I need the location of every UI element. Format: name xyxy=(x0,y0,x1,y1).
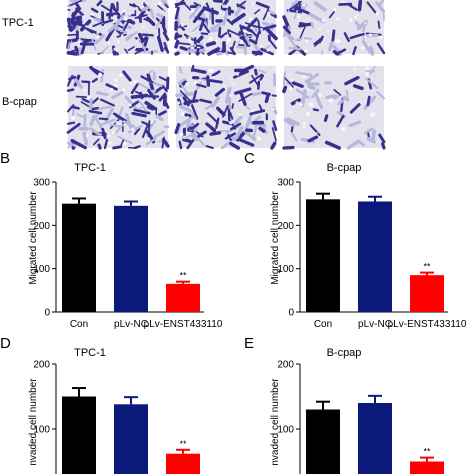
bar xyxy=(410,461,444,474)
y-axis-label: nvaded cell number xyxy=(28,378,39,466)
y-tick-label: 100 xyxy=(33,264,50,275)
micrograph-row-label-2: B-cpap xyxy=(2,96,37,108)
bar xyxy=(114,404,148,474)
chart-title: TPC-1 xyxy=(74,347,106,359)
micrograph-tiles xyxy=(66,0,386,150)
y-axis-label: Migrated cell number xyxy=(270,191,281,285)
panel-letter-b: B xyxy=(0,150,10,167)
y-tick-label: 200 xyxy=(33,221,50,232)
chart-invasion-bcpap: B-cpap nvaded cell number 100 200 ** xyxy=(270,347,444,474)
y-tick-label: 100 xyxy=(277,264,294,275)
y-tick-label: 0 xyxy=(44,308,50,319)
micrograph-tile xyxy=(66,0,170,56)
category-label: pLv-NC xyxy=(114,319,148,330)
y-tick-label: 200 xyxy=(33,360,50,371)
bar xyxy=(410,275,444,312)
chart-invasion-tpc1: TPC-1 nvaded cell number 100 200 ** xyxy=(28,347,200,474)
micrograph-tile xyxy=(282,0,386,56)
chart-migration-bcpap: B-cpap Migrated cell number 0 100 200 300 Co… xyxy=(270,162,467,330)
category-label: pLv-ENST433110 xyxy=(388,319,467,330)
y-tick-label: 0 xyxy=(288,308,294,319)
micrograph-panel: TPC-1 B-cpap xyxy=(2,0,386,150)
significance-marker: ** xyxy=(423,262,431,272)
y-tick-label: 300 xyxy=(277,178,294,189)
panel-letter-e: E xyxy=(244,335,254,352)
category-label: Con xyxy=(314,319,332,330)
y-tick-label: 300 xyxy=(33,178,50,189)
y-tick-label: 100 xyxy=(33,425,50,436)
chart-title: TPC-1 xyxy=(74,162,106,174)
micrograph-tile xyxy=(66,65,170,150)
bar xyxy=(358,403,392,474)
significance-marker: ** xyxy=(423,447,431,457)
bar xyxy=(306,409,340,474)
y-tick-label: 200 xyxy=(277,360,294,371)
significance-marker: ** xyxy=(179,439,187,449)
chart-title: B-cpap xyxy=(327,162,362,174)
y-axis-label: nvaded cell number xyxy=(270,378,281,466)
y-tick-label: 200 xyxy=(277,221,294,232)
micrograph-tile xyxy=(282,65,386,150)
significance-marker: ** xyxy=(179,271,187,281)
panel-letter-c: C xyxy=(244,150,255,167)
bar xyxy=(358,201,392,312)
chart-migration-tpc1: TPC-1 Migrated cell number 0 100 200 300 Con… xyxy=(28,162,223,330)
bar xyxy=(306,199,340,312)
bar xyxy=(166,453,200,474)
y-axis-label: Migrated cell number xyxy=(28,191,39,285)
micrograph-tile xyxy=(174,0,278,56)
category-label: pLv-NC xyxy=(358,319,392,330)
panel-letter-d: D xyxy=(0,335,11,352)
bar xyxy=(166,283,200,312)
y-tick-label: 100 xyxy=(277,425,294,436)
micrograph-row-label-1: TPC-1 xyxy=(2,17,34,29)
micrograph-tile xyxy=(174,64,278,150)
bar xyxy=(62,203,96,312)
category-label: pLv-ENST433110 xyxy=(144,319,223,330)
bar xyxy=(114,205,148,312)
bar xyxy=(62,396,96,474)
chart-title: B-cpap xyxy=(327,347,362,359)
category-label: Con xyxy=(70,319,88,330)
